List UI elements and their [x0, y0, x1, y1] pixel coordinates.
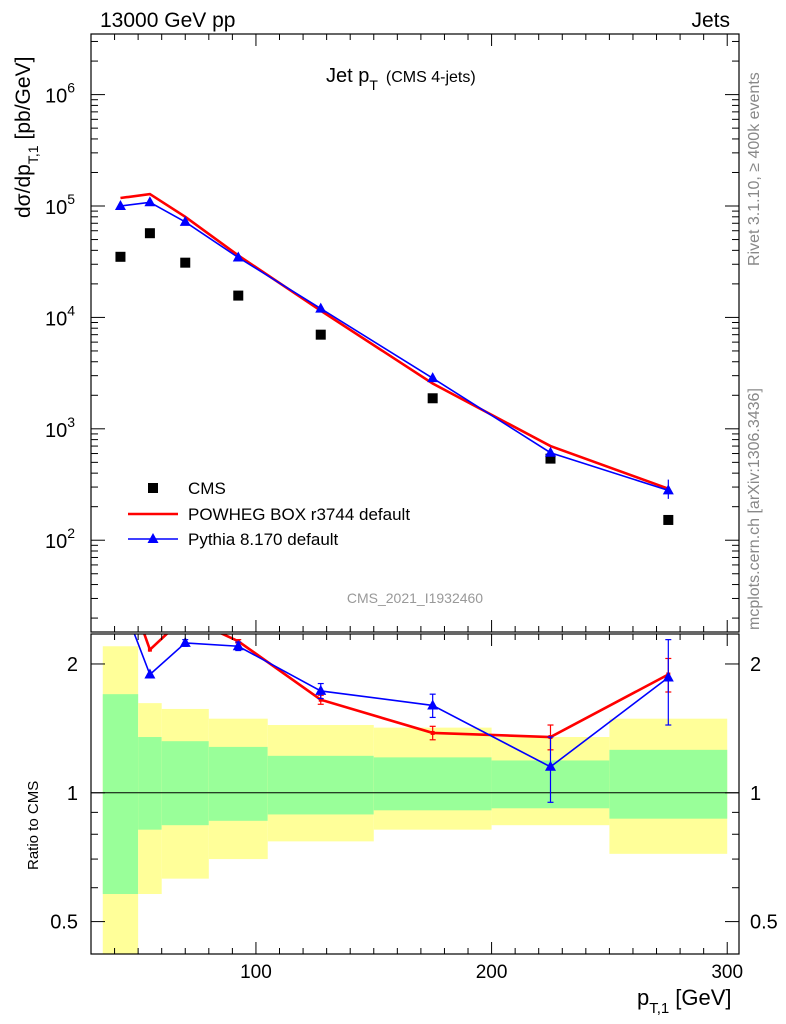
side-text-rivet: Rivet 3.1.10, ≥ 400k events [746, 72, 763, 266]
x-axis-label-sub: T,1 [649, 1000, 669, 1017]
powheg-ratio-marker [430, 730, 435, 735]
x-tick-label: 100 [240, 962, 272, 983]
chart-title: Jet pT (CMS 4-jets) [326, 65, 476, 93]
x-tick-label: 300 [711, 962, 743, 983]
uncertainty-band-inner [138, 737, 162, 830]
powheg-ratio-marker [147, 647, 152, 652]
side-text-site: mcplots.cern.ch [arXiv:1306.3436] [746, 388, 763, 630]
x-tick-label: 200 [476, 962, 508, 983]
cms-data-point [545, 453, 556, 464]
ratio-y-tick-label-right: 0.5 [750, 912, 778, 934]
legend-marker-pythia [147, 533, 159, 543]
pythia-marker [114, 200, 126, 211]
y-tick-label: 103 [45, 414, 75, 442]
header-right: Jets [691, 9, 730, 32]
powheg-ratio-marker [183, 615, 187, 619]
legend-marker-cms [148, 483, 158, 493]
ratio-y-tick-label: 0.5 [50, 912, 78, 934]
analysis-watermark: CMS_2021_I1932460 [347, 590, 483, 606]
cms-data-point [315, 329, 326, 340]
y-tick-label: 105 [45, 191, 75, 219]
ratio-y-tick-label-right: 1 [750, 783, 761, 805]
uncertainty-band-inner [161, 741, 209, 826]
powheg-line [120, 192, 669, 490]
ratio-y-tick-label-right: 2 [750, 654, 761, 676]
ratio-plot-frame [90, 633, 740, 955]
legend-label: Pythia 8.170 default [188, 530, 339, 549]
y-axis-label: dσ/dpT,1 [pb/GeV] [12, 57, 41, 218]
chart-title-sub: T [369, 77, 378, 93]
pythia-marker [544, 446, 556, 457]
powheg-ratio-line [142, 634, 669, 739]
legend: CMS POWHEG BOX r3744 default Pythia 8.170 … [128, 479, 410, 549]
main-plot-frame [90, 33, 740, 633]
pythia-marker [427, 372, 439, 383]
uncertainty-band-inner [373, 757, 492, 811]
pythia-marker [144, 196, 156, 207]
pythia-marker [315, 302, 327, 313]
powheg-ratio-marker [118, 565, 122, 569]
pythia-marker [179, 215, 191, 226]
cms-data-point [427, 393, 438, 404]
cms-data-point [115, 251, 126, 262]
legend-label: CMS [188, 479, 226, 498]
ratio-axis-label: Ratio to CMS [25, 781, 42, 870]
pythia-ratio-marker [232, 640, 244, 651]
uncertainty-band-inner [267, 755, 374, 815]
x-axis-label-unit: [GeV] [675, 985, 731, 1010]
cms-data-point [144, 228, 155, 239]
uncertainty-band-inner [609, 749, 728, 819]
cms-data-point [663, 514, 674, 525]
pythia-line [120, 201, 669, 492]
chart-title-main: Jet p [326, 65, 369, 87]
uncertainty-band-inner [102, 694, 139, 895]
cms-data-point [180, 257, 191, 268]
pythia-ratio-marker [144, 668, 156, 679]
y-axis-label-sub: T,1 [25, 145, 41, 164]
y-tick-label: 104 [45, 302, 75, 330]
pythia-ratio-marker [115, 591, 126, 601]
uncertainty-band-inner [208, 746, 268, 821]
y-tick-label: 102 [45, 525, 75, 553]
legend-label: POWHEG BOX r3744 default [188, 505, 410, 524]
pythia-ratio-marker [427, 699, 439, 710]
pythia-marker [232, 251, 244, 262]
x-axis-label: pT,1 [GeV] [637, 985, 732, 1017]
chart-title-note: (CMS 4-jets) [386, 69, 476, 86]
ratio-y-tick-label: 2 [67, 654, 78, 676]
pythia-ratio-marker [315, 684, 327, 695]
y-axis-label-unit: [pb/GeV] [12, 57, 35, 140]
y-tick-label: 106 [45, 80, 75, 108]
ratio-y-tick-label: 1 [67, 783, 78, 805]
y-axis-label-main: dσ/dp [12, 164, 35, 218]
header-left: 13000 GeV pp [100, 9, 236, 32]
powheg-ratio-marker [318, 697, 323, 702]
cms-data-point [233, 290, 244, 301]
pythia-ratio-marker [179, 636, 191, 647]
pythia-ratio-marker [662, 671, 674, 682]
x-axis-label-main: p [637, 985, 649, 1010]
pythia-ratio-line [133, 634, 669, 768]
pythia-ratio-marker [544, 760, 556, 771]
